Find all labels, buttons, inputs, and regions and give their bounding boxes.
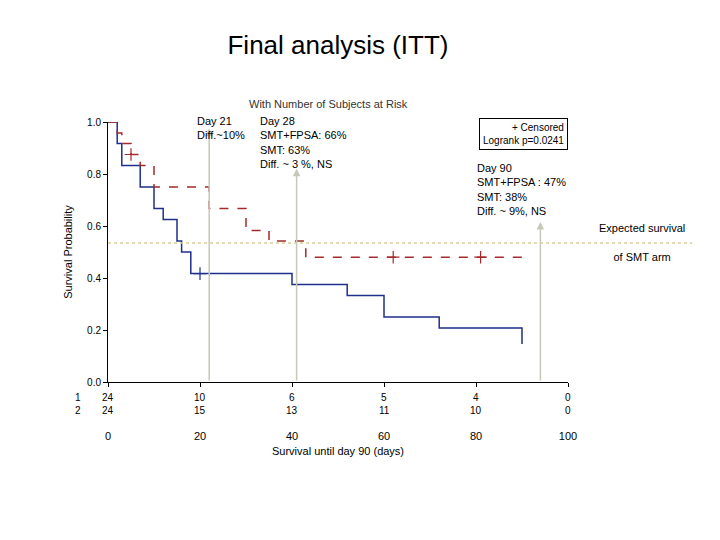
- svg-text:Survival until day 90 (days): Survival until day 90 (days): [272, 445, 404, 457]
- svg-text:0.2: 0.2: [87, 325, 101, 336]
- svg-text:Day 28SMT+FPSA: 66%SMT: 63%Dif: Day 28SMT+FPSA: 66%SMT: 63%Diff. ~ 3 %, …: [260, 115, 347, 170]
- svg-text:80: 80: [470, 430, 482, 442]
- svg-text:6: 6: [289, 392, 295, 403]
- svg-text:0.6: 0.6: [87, 221, 101, 232]
- svg-text:60: 60: [378, 430, 390, 442]
- svg-text:5: 5: [381, 392, 387, 403]
- svg-text:0: 0: [565, 392, 571, 403]
- svg-text:1: 1: [75, 392, 81, 403]
- svg-text:24: 24: [102, 405, 114, 416]
- svg-text:0.4: 0.4: [87, 273, 101, 284]
- svg-text:+ CensoredLogrank p=0.0241: + CensoredLogrank p=0.0241: [483, 122, 564, 146]
- svg-text:15: 15: [194, 405, 206, 416]
- svg-text:10: 10: [194, 392, 206, 403]
- svg-text:0.0: 0.0: [87, 377, 101, 388]
- svg-text:10: 10: [470, 405, 482, 416]
- svg-text:40: 40: [286, 430, 298, 442]
- svg-text:0: 0: [565, 405, 571, 416]
- svg-text:1.0: 1.0: [87, 117, 101, 128]
- svg-text:Expected survivalof SMT arm: Expected survivalof SMT arm: [599, 222, 685, 263]
- svg-text:Day 21Diff.~10%: Day 21Diff.~10%: [197, 115, 245, 141]
- svg-text:Survival Probability: Survival Probability: [62, 205, 74, 299]
- svg-text:11: 11: [379, 405, 390, 416]
- svg-text:Final analysis (ITT): Final analysis (ITT): [227, 30, 448, 60]
- svg-text:24: 24: [102, 392, 114, 403]
- svg-text:4: 4: [473, 392, 479, 403]
- svg-text:With Number of Subjects at Ris: With Number of Subjects at Risk: [249, 98, 408, 110]
- svg-text:2: 2: [75, 405, 81, 416]
- svg-text:100: 100: [559, 430, 577, 442]
- svg-text:0.8: 0.8: [87, 169, 101, 180]
- svg-text:0: 0: [105, 430, 111, 442]
- svg-text:13: 13: [286, 405, 298, 416]
- svg-text:20: 20: [194, 430, 206, 442]
- svg-text:Day 90SMT+FPSA : 47%SMT: 38%Di: Day 90SMT+FPSA : 47%SMT: 38%Diff. ~ 9%, …: [477, 162, 566, 217]
